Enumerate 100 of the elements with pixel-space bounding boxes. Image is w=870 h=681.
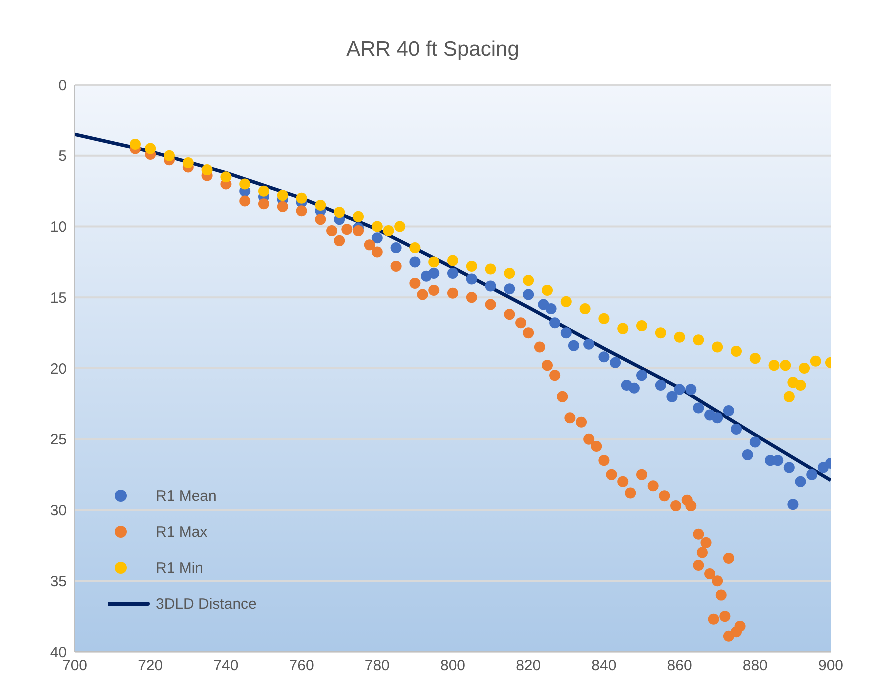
- point: [618, 476, 629, 488]
- point: [606, 469, 618, 480]
- point: [364, 240, 376, 251]
- point: [568, 340, 580, 352]
- point: [693, 528, 704, 540]
- point: [372, 246, 383, 258]
- point: [130, 139, 141, 150]
- point: [784, 462, 795, 474]
- point: [485, 264, 496, 275]
- point: [723, 552, 734, 564]
- point: [390, 242, 402, 254]
- point: [625, 488, 636, 499]
- point: [795, 476, 806, 488]
- legend-label: R1 Mean: [156, 488, 217, 504]
- point: [448, 255, 458, 266]
- point: [598, 455, 610, 466]
- point: [428, 256, 440, 268]
- point: [410, 256, 421, 268]
- point: [466, 274, 478, 285]
- point: [580, 303, 591, 314]
- point: [550, 318, 561, 329]
- point: [564, 412, 576, 424]
- y-tick-label: 20: [50, 360, 67, 378]
- point: [410, 242, 421, 254]
- point: [383, 226, 394, 237]
- x-tick-label: 880: [742, 658, 768, 675]
- point: [708, 614, 720, 625]
- point: [784, 391, 795, 402]
- point: [750, 353, 761, 364]
- point: [296, 206, 308, 217]
- point: [353, 211, 364, 222]
- point: [686, 384, 697, 396]
- point: [353, 226, 364, 237]
- point: [220, 172, 232, 183]
- point: [258, 186, 270, 197]
- point: [806, 469, 818, 480]
- point: [372, 232, 383, 244]
- point: [693, 334, 704, 346]
- point: [674, 332, 686, 343]
- point: [674, 384, 686, 396]
- point: [795, 380, 806, 392]
- point: [648, 480, 659, 492]
- x-tick-label: 780: [364, 658, 390, 675]
- point: [550, 370, 561, 382]
- line-series: [75, 132, 831, 482]
- point: [655, 328, 666, 339]
- point: [584, 338, 595, 350]
- point: [428, 285, 440, 296]
- point: [390, 260, 402, 272]
- point: [670, 500, 682, 512]
- x-tick-label: 900: [818, 658, 844, 675]
- point: [504, 284, 516, 295]
- point: [788, 499, 799, 510]
- legend-label: R1 Max: [156, 524, 208, 540]
- point: [768, 360, 780, 372]
- point: [731, 346, 742, 357]
- chart-title: ARR 40 ft Spacing: [346, 38, 520, 62]
- point: [315, 214, 326, 226]
- point: [636, 370, 648, 382]
- point: [693, 402, 704, 414]
- point: [799, 363, 810, 374]
- point: [712, 412, 724, 424]
- point: [723, 406, 734, 417]
- point: [542, 360, 553, 372]
- point: [591, 440, 602, 452]
- point: [315, 200, 326, 211]
- point: [240, 196, 251, 207]
- y-tick-label: 5: [58, 148, 67, 166]
- point: [666, 391, 678, 402]
- point: [372, 221, 383, 232]
- point: [258, 198, 270, 210]
- x-tick-label: 840: [592, 658, 617, 675]
- point: [240, 178, 251, 190]
- point: [636, 320, 648, 332]
- point: [659, 490, 670, 502]
- x-tick-label: 820: [516, 658, 542, 675]
- point: [610, 357, 622, 368]
- point: [628, 382, 640, 394]
- point: [712, 576, 724, 587]
- point: [704, 568, 716, 580]
- point: [277, 201, 288, 212]
- point: [516, 318, 527, 329]
- point: [523, 275, 534, 286]
- point: [394, 221, 406, 232]
- point: [523, 289, 534, 300]
- point: [334, 235, 346, 246]
- point: [636, 469, 648, 480]
- point: [598, 352, 610, 363]
- y-tick-label: 25: [50, 432, 67, 449]
- point: [686, 500, 697, 512]
- point: [523, 328, 534, 339]
- point: [504, 309, 516, 320]
- point: [485, 280, 496, 292]
- point: [296, 192, 308, 204]
- point: [693, 560, 704, 572]
- point: [720, 611, 731, 622]
- point: [466, 292, 478, 304]
- point: [342, 224, 353, 236]
- point: [202, 164, 213, 176]
- point: [448, 268, 458, 280]
